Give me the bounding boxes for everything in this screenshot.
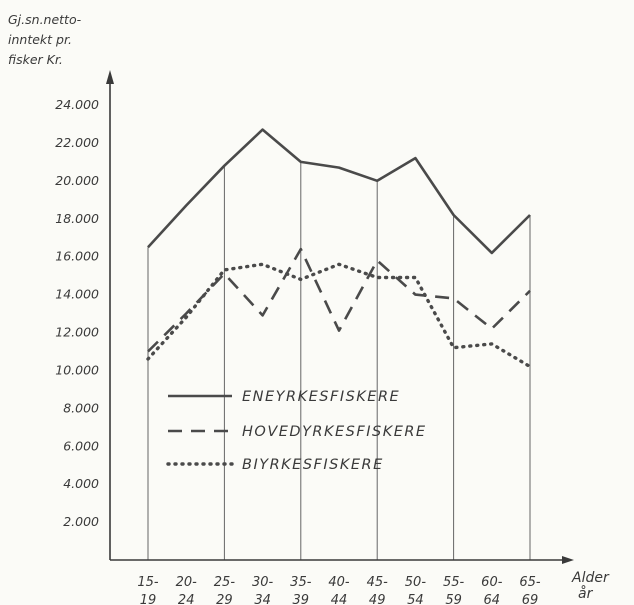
y-tick-label: 20.000 [55, 173, 99, 188]
series-line [147, 128, 531, 255]
y-tick-label: 8.000 [63, 400, 99, 415]
x-tick-label: 30- [252, 575, 274, 590]
x-tick-label: 60- [481, 575, 503, 590]
x-axis-title-line: Alder [571, 570, 610, 586]
x-tick-label: 59 [445, 593, 462, 605]
x-tick-label: 55- [443, 575, 465, 590]
x-tick-label: 20- [176, 575, 198, 590]
x-tick-label: 19 [140, 593, 157, 605]
y-tick-label: 4.000 [63, 476, 99, 491]
x-tick-labels: 15- 19 20- 24 25- 29 30- 34 35- 39 40- 44 45- 49 50- 54… [137, 575, 541, 605]
x-tick-label: 34 [254, 593, 271, 605]
vertical-gridlines [147, 161, 531, 560]
y-axis-arrow [106, 70, 114, 84]
series-line [147, 247, 531, 353]
y-tick-labels: 2.000 4.000 6.000 8.000 10.000 12.000 14.000 16… [55, 97, 99, 529]
legend-label: HOVEDYRKESFISKERE [242, 424, 427, 440]
x-tick-label: 40- [328, 575, 350, 590]
y-tick-label: 24.000 [55, 97, 99, 112]
series-lines [146, 128, 532, 369]
x-tick-label: 44 [331, 593, 348, 605]
x-tick-label: 54 [407, 593, 424, 605]
x-axis-arrow [562, 556, 574, 564]
y-tick-label: 6.000 [63, 438, 99, 453]
axes [106, 70, 574, 564]
legend: ENEYRKESFISKERE HOVEDYRKESFISKERE BIYRKESF… [166, 389, 427, 473]
x-tick-label: 45- [367, 575, 389, 590]
x-tick-label: 24 [178, 593, 195, 605]
y-axis-title-line: fisker Kr. [8, 52, 63, 67]
x-tick-label: 25- [214, 575, 236, 590]
x-tick-label: 29 [216, 593, 233, 605]
x-tick-label: 64 [484, 593, 501, 605]
x-axis-title-line: år [578, 585, 594, 602]
x-tick-label: 39 [293, 593, 310, 605]
y-axis-title-line: inntekt pr. [8, 32, 72, 47]
x-tick-label: 35- [290, 575, 312, 590]
y-tick-label: 10.000 [55, 362, 99, 377]
x-tick-label: 50- [405, 575, 427, 590]
y-tick-label: 18.000 [55, 211, 99, 226]
y-axis-title-line: Gj.sn.netto- [8, 12, 82, 27]
x-tick-label: 69 [522, 593, 539, 605]
y-tick-label: 16.000 [55, 249, 99, 264]
x-tick-label: 49 [369, 593, 386, 605]
y-axis-title: Gj.sn.netto-inntekt pr. fisker Kr. [8, 12, 82, 67]
y-tick-label: 22.000 [55, 135, 99, 150]
y-tick-label: 2.000 [63, 514, 99, 529]
y-tick-label: 14.000 [55, 287, 99, 302]
x-tick-label: 65- [519, 575, 541, 590]
series-line [146, 262, 532, 369]
x-tick-label: 15- [137, 575, 159, 590]
legend-label: BIYRKESFISKERE [242, 457, 384, 473]
y-tick-label: 12.000 [55, 325, 99, 340]
legend-label: ENEYRKESFISKERE [242, 389, 400, 405]
